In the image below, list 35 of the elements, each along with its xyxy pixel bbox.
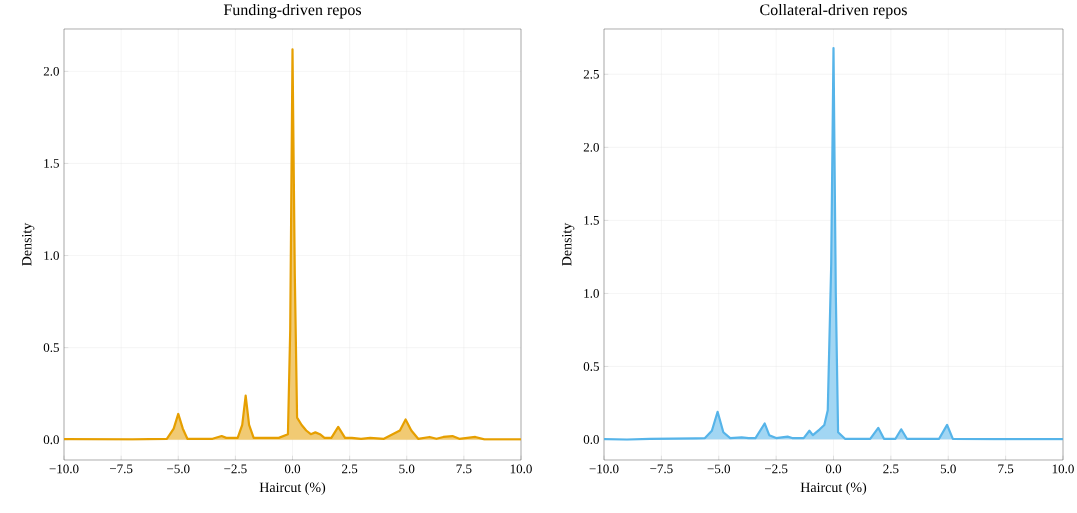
- x-tick-label: −10.0: [589, 464, 619, 474]
- y-tick-label: 1.0: [44, 251, 59, 260]
- x-tick-label: −2.5: [224, 464, 247, 474]
- x-tick-label: 7.5: [456, 464, 472, 474]
- y-tick-label: 1.5: [584, 216, 599, 225]
- x-tick-label: −2.5: [764, 464, 788, 474]
- x-tick-label: 10.0: [510, 464, 532, 474]
- y-tick-label: 2.0: [583, 142, 599, 152]
- x-tick-label: 5.0: [399, 464, 415, 474]
- y-tick-label: 0.5: [43, 343, 59, 353]
- x-tick-label: 0.0: [284, 464, 301, 474]
- chart-title: Collateral-driven repos: [760, 3, 907, 19]
- chart-title: Funding-driven repos: [223, 3, 362, 19]
- x-tick-label: −5.0: [167, 464, 190, 474]
- y-tick-label: 0.0: [583, 435, 599, 444]
- x-tick-label: 10.0: [1052, 464, 1074, 474]
- y-tick-label: 1.5: [44, 159, 59, 168]
- x-axis-title: Haircut (%): [800, 482, 867, 495]
- y-tick-label: 2.5: [583, 69, 599, 79]
- x-tick-label: 5.0: [940, 464, 956, 474]
- x-tick-label: −10.0: [49, 464, 79, 474]
- x-tick-label: 2.5: [883, 464, 899, 474]
- x-axis-title: Haircut (%): [259, 482, 326, 495]
- y-tick-label: 0.0: [43, 435, 59, 445]
- x-tick-label: −7.5: [650, 464, 673, 474]
- y-tick-label: 1.0: [584, 289, 599, 298]
- x-tick-label: −5.0: [707, 464, 731, 474]
- x-tick-label: 0.0: [825, 464, 842, 474]
- y-axis-title: Density: [22, 222, 35, 266]
- y-tick-label: 2.0: [43, 66, 59, 76]
- y-tick-label: 0.5: [583, 362, 599, 371]
- y-axis-title: Density: [562, 222, 575, 266]
- x-tick-label: 7.5: [998, 464, 1014, 474]
- x-tick-label: 2.5: [342, 464, 358, 474]
- x-tick-label: −7.5: [109, 464, 133, 474]
